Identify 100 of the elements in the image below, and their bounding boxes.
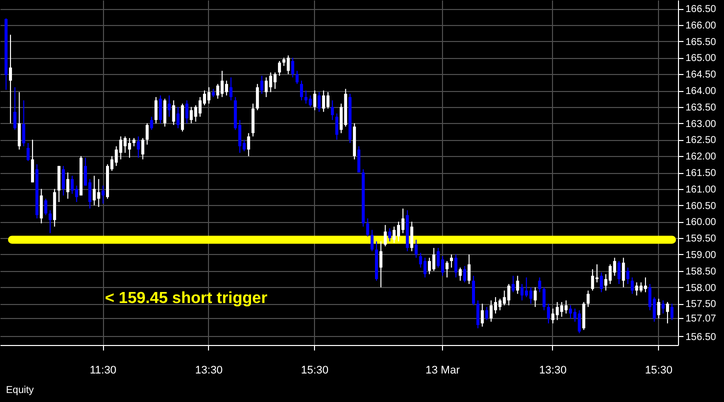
candlestick	[569, 304, 572, 319]
candlestick	[618, 260, 621, 284]
y-tick-label: 160.00	[686, 217, 717, 228]
candlestick	[154, 96, 158, 124]
candlestick	[446, 260, 449, 278]
candlestick	[388, 228, 392, 242]
candlestick	[512, 275, 515, 293]
candlestick	[630, 276, 634, 294]
y-tick-label: 165.00	[686, 53, 717, 64]
candlestick	[666, 302, 670, 324]
x-tick-label: 15:30	[300, 364, 329, 376]
candlestick	[150, 116, 154, 130]
candlestick	[485, 306, 488, 321]
candlestick	[18, 92, 21, 150]
candlestick	[458, 267, 462, 282]
candlestick	[529, 286, 532, 304]
candlestick	[13, 86, 16, 130]
candlestick	[300, 80, 304, 101]
candlestick	[608, 264, 612, 284]
candlestick	[335, 112, 338, 140]
candlestick	[207, 86, 210, 104]
candlestick	[468, 254, 471, 284]
candlestick	[670, 303, 674, 321]
candlestick	[168, 94, 171, 118]
candlestick	[520, 284, 524, 301]
annotation: < 159.45 short trigger	[105, 290, 268, 307]
candlestick	[392, 226, 396, 244]
candlestick	[247, 132, 250, 157]
candlestick	[591, 268, 594, 292]
y-tick-label: 166.50	[686, 4, 717, 16]
candlestick	[330, 100, 334, 121]
candlestick	[256, 83, 259, 111]
y-tick-label: 157.50	[686, 299, 717, 310]
candlestick	[507, 284, 510, 306]
candlestick	[622, 257, 625, 288]
candlestick	[556, 302, 559, 321]
x-tick-label: 11:30	[90, 364, 116, 376]
candlestick	[436, 247, 440, 268]
candlestick	[578, 310, 581, 334]
candlestick	[31, 139, 34, 183]
candlestick	[414, 239, 418, 258]
candlestick	[635, 282, 638, 296]
y-tick-label: 162.00	[686, 152, 717, 163]
candlestick	[296, 70, 299, 84]
y-tick-label: 163.00	[686, 118, 717, 130]
candlestick	[97, 178, 100, 208]
x-tick-label: 13:30	[195, 364, 223, 376]
candlestick	[119, 136, 122, 160]
candlestick	[102, 185, 105, 204]
y-tick-label: 161.50	[686, 168, 717, 179]
candlestick	[410, 221, 414, 252]
candlestick	[185, 100, 188, 124]
candlestick	[657, 298, 660, 319]
candlestick	[586, 290, 590, 308]
candlestick	[542, 286, 546, 311]
candlestick	[516, 275, 520, 294]
y-tick-label: 166.00	[686, 20, 717, 32]
candlestick	[308, 94, 312, 108]
candlestick	[70, 175, 74, 194]
candlestick	[190, 106, 193, 124]
y-tick-label: 158.00	[686, 282, 717, 294]
x-tick-label: 13 Mar	[426, 364, 460, 376]
y-tick-label: 158.50	[686, 266, 717, 278]
candlestick	[432, 247, 436, 272]
candlestick	[8, 34, 12, 124]
candlestick	[286, 54, 290, 75]
x-tick-label: 15:30	[644, 364, 672, 376]
candlestick	[326, 92, 330, 110]
candlestick	[158, 94, 162, 124]
y-tick-label: 165.50	[686, 36, 717, 48]
candlestick	[141, 138, 144, 160]
candlestick	[401, 208, 404, 234]
candlestick	[423, 257, 426, 278]
y-tick-label: 160.50	[686, 200, 717, 212]
candlestick	[560, 302, 564, 318]
y-tick-label: 159.50	[686, 234, 717, 245]
candlestick	[379, 240, 382, 288]
candlestick	[357, 146, 360, 173]
x-tick-label: 13:30	[539, 364, 567, 376]
candlestick	[450, 254, 453, 268]
candlestick	[318, 92, 321, 112]
candlestick	[600, 272, 603, 293]
candlestick	[546, 303, 550, 324]
candlestick	[366, 218, 370, 237]
y-tick-label: 164.00	[686, 86, 717, 98]
candlestick	[62, 165, 65, 196]
y-tick-label: 156.50	[686, 332, 717, 343]
text: Equity	[6, 385, 34, 396]
candlestick	[136, 136, 140, 158]
candlestick	[260, 75, 264, 94]
candlestick	[264, 76, 268, 98]
y-tick-label: 164.50	[686, 70, 717, 81]
candlestick	[662, 300, 665, 314]
candlestick	[644, 276, 647, 293]
y-tick-label: 163.50	[686, 102, 717, 114]
candlestick	[454, 254, 458, 278]
candlestick	[48, 210, 52, 234]
candlestick	[322, 90, 326, 112]
candlestick	[490, 300, 493, 322]
candlestick	[472, 275, 475, 306]
